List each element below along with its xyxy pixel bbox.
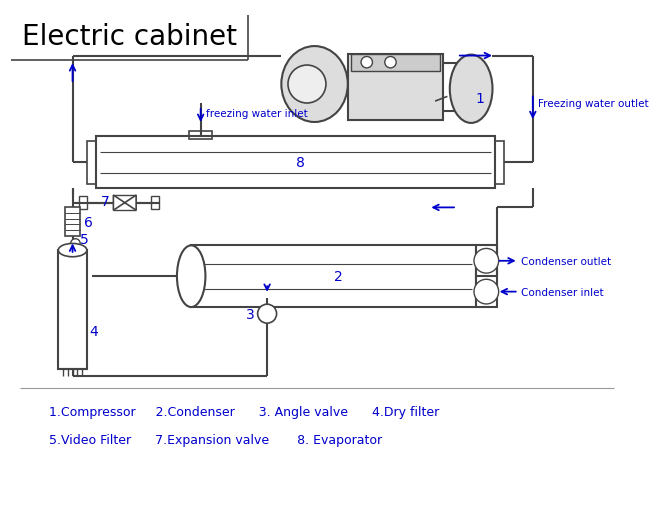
Bar (151, 196, 159, 210)
Text: 7: 7 (101, 194, 110, 209)
Ellipse shape (177, 246, 205, 308)
Ellipse shape (281, 47, 348, 123)
Text: Freezing water outlet: Freezing water outlet (537, 99, 648, 109)
Bar (59, 250, 87, 369)
Text: 5: 5 (80, 232, 89, 246)
Bar (191, 246, 476, 308)
Text: 1: 1 (476, 92, 485, 106)
Bar (189, 132, 212, 140)
Circle shape (288, 66, 326, 104)
Text: 3: 3 (246, 307, 255, 321)
Ellipse shape (59, 244, 87, 257)
Bar (65, 208, 80, 236)
Polygon shape (113, 195, 125, 211)
Text: 1.Compressor     2.Condenser      3. Angle valve      4.Dry filter: 1.Compressor 2.Condenser 3. Angle valve … (49, 405, 439, 418)
Circle shape (385, 58, 396, 69)
Circle shape (361, 58, 372, 69)
Circle shape (474, 280, 499, 305)
Text: 4: 4 (90, 324, 99, 338)
Bar (79, 196, 87, 210)
Text: freezing water inlet: freezing water inlet (206, 109, 308, 119)
Text: 5.Video Filter      7.Expansion valve       8. Evaporator: 5.Video Filter 7.Expansion valve 8. Evap… (49, 434, 382, 446)
Text: 6: 6 (84, 215, 93, 229)
Bar (495, 142, 504, 184)
Text: Electric cabinet: Electric cabinet (22, 23, 237, 50)
Circle shape (258, 305, 276, 324)
Text: 8: 8 (296, 156, 304, 170)
Text: Condenser inlet: Condenser inlet (521, 287, 604, 297)
Bar (186, 254, 192, 300)
Circle shape (71, 239, 80, 248)
Text: 2: 2 (334, 270, 342, 284)
Polygon shape (125, 195, 136, 211)
Bar (348, 55, 443, 121)
Circle shape (474, 249, 499, 274)
Ellipse shape (450, 56, 492, 124)
Bar (87, 142, 97, 184)
Text: Condenser outlet: Condenser outlet (521, 256, 611, 266)
Bar (350, 55, 440, 72)
Bar (97, 137, 495, 189)
Bar (476, 246, 497, 308)
